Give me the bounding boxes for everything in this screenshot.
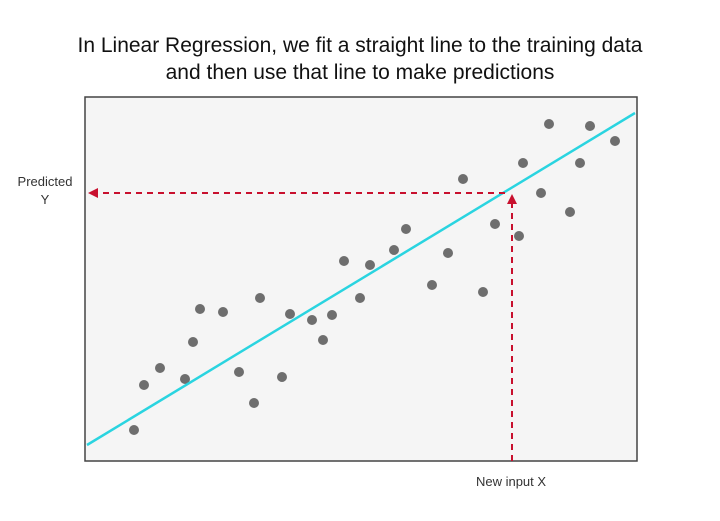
predicted-label: Y: [41, 192, 50, 207]
input-label: New input X: [476, 474, 546, 489]
regression-line: [86, 111, 636, 447]
points: [129, 119, 620, 435]
predicted-label: Predicted: [18, 174, 73, 189]
title-line: and then use that line to make predictio…: [166, 61, 555, 84]
title-line: In Linear Regression, we fit a straight …: [78, 34, 643, 57]
